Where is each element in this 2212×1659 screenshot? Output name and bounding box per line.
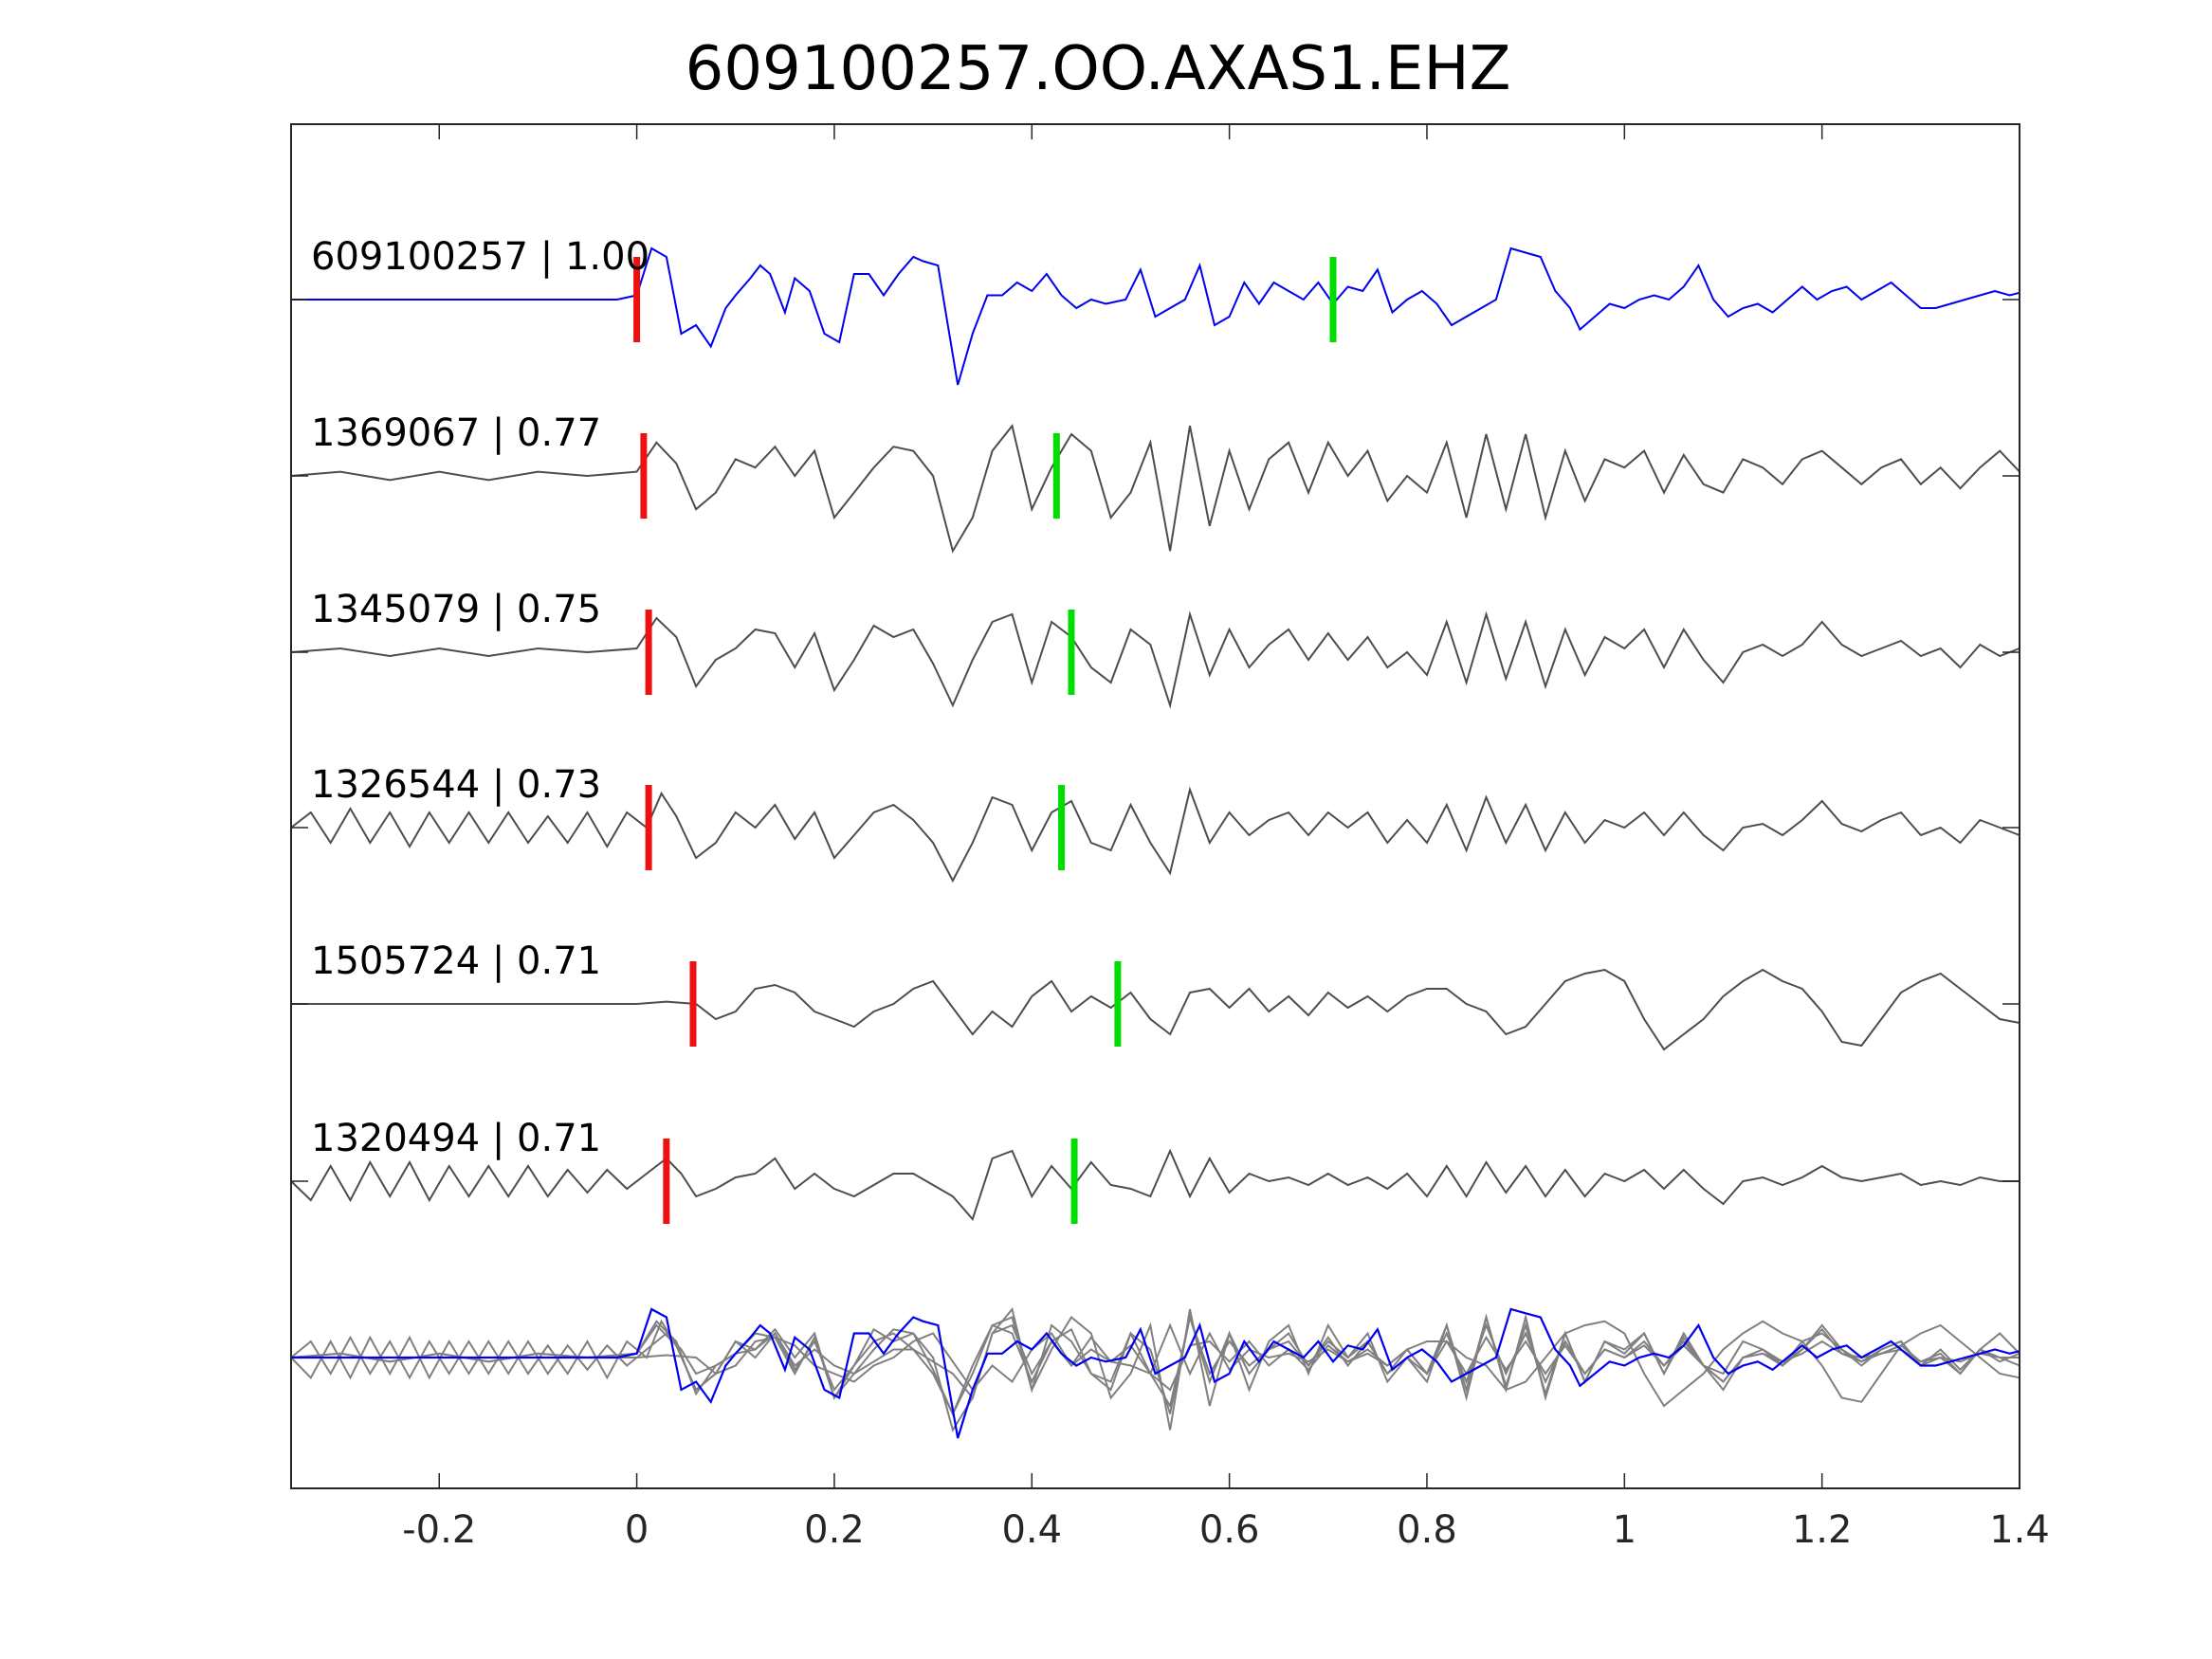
- x-tick-label: 1: [1613, 1508, 1636, 1552]
- overlay-trace-609100257: [291, 1307, 2020, 1439]
- overlay-trace-1320494: [290, 1322, 2020, 1400]
- trace-1326544: [290, 786, 2020, 884]
- trace-label: 1326544 | 0.73: [311, 763, 601, 807]
- x-tick-label: 0.8: [1397, 1508, 1457, 1552]
- x-tick-label: 0.2: [804, 1508, 865, 1552]
- chart-title: 609100257.OO.AXAS1.EHZ: [686, 34, 1511, 104]
- overlay-trace-1345079: [290, 1313, 2020, 1417]
- x-tick-label: 1.4: [1989, 1508, 2050, 1552]
- x-tick-label: 0.4: [1001, 1508, 1062, 1552]
- trace-row-609100257: 609100257 | 1.00: [291, 235, 2020, 386]
- plot-area: 609100257 | 1.00 1369067 | 0.77 1345079 | …: [290, 235, 2020, 1439]
- trace-609100257: [291, 246, 2020, 386]
- trace-row-1369067: 1369067 | 0.77: [290, 411, 2020, 554]
- x-tick-label: 1.2: [1792, 1508, 1853, 1552]
- trace-label: 609100257 | 1.00: [311, 235, 649, 279]
- x-tick-label: 0.6: [1199, 1508, 1260, 1552]
- trace-1320494: [290, 1148, 2020, 1221]
- trace-1345079: [290, 611, 2020, 709]
- x-tick-label: -0.2: [402, 1508, 476, 1552]
- trace-label: 1505724 | 0.71: [311, 939, 601, 983]
- trace-row-1505724: 1505724 | 0.71: [291, 939, 2020, 1051]
- trace-label: 1345079 | 0.75: [311, 588, 601, 631]
- trace-row-1320494: 1320494 | 0.71: [290, 1117, 2020, 1224]
- overlay-stack: [290, 1306, 2020, 1439]
- axes: -0.2 0 0.2 0.4 0.6 0.8 1 1.2 1.4: [290, 123, 2050, 1552]
- trace-row-1326544: 1326544 | 0.73: [290, 763, 2020, 884]
- trace-label: 1320494 | 0.71: [311, 1117, 601, 1160]
- trace-row-1345079: 1345079 | 0.75: [290, 588, 2020, 709]
- trace-1505724: [291, 968, 2020, 1051]
- trace-1369067: [290, 423, 2020, 554]
- axes-frame: [290, 123, 2020, 1489]
- x-tick-label: 0: [625, 1508, 649, 1552]
- trace-label: 1369067 | 0.77: [311, 411, 601, 455]
